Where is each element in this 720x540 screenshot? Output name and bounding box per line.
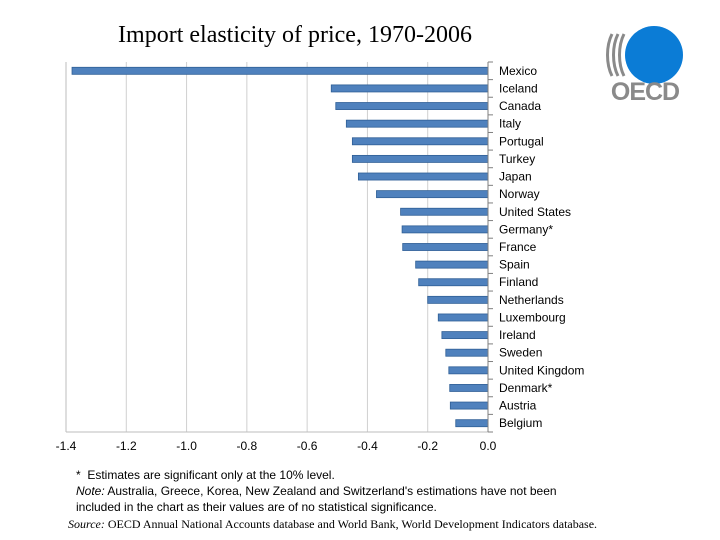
category-label: Japan [499,170,532,184]
bar [402,243,489,251]
bar [448,366,489,375]
bar [449,401,489,410]
bar [415,260,489,269]
category-label: Ireland [499,328,536,342]
bar [376,190,489,199]
category-label: Turkey [499,152,535,166]
chart-title: Import elasticity of price, 1970-2006 [118,22,472,48]
x-tick-label: -0.4 [357,439,378,453]
exclusion-note: Note: Australia, Greece, Korea, New Zeal… [76,483,596,515]
category-label: United Kingdom [499,363,584,377]
significance-note: * Estimates are significant only at the … [76,468,335,482]
category-label: Canada [499,99,541,113]
category-label: Mexico [499,64,537,78]
category-label: Spain [499,258,530,272]
x-tick-label: 0.0 [480,439,497,453]
bar [357,172,489,181]
x-tick-label: -0.6 [297,439,318,453]
category-label: Italy [499,117,521,131]
bar [345,119,489,128]
category-label: Sweden [499,346,542,360]
note-label: Note: [76,484,105,498]
bar [445,348,489,357]
bar [401,225,489,234]
category-label: Finland [499,275,538,289]
oecd-logo-text: OECD [610,78,680,106]
bar [400,207,489,216]
category-label: Portugal [499,134,544,148]
bar [427,295,489,304]
category-label: Austria [499,399,537,413]
category-label: Belgium [499,416,542,430]
x-tick-label: -0.2 [417,439,438,453]
oecd-logo-icon [606,26,683,84]
source-text: OECD Annual National Accounts database a… [104,517,598,531]
bar [418,278,489,287]
category-label: Germany* [499,222,553,236]
bar [455,419,489,428]
bar [441,331,489,340]
x-tick-label: -0.8 [237,439,258,453]
chart-notes: * Estimates are significant only at the … [76,467,596,515]
category-label: Norway [499,187,540,201]
bar [71,66,489,75]
x-tick-label: -1.4 [56,439,77,453]
bar [351,154,489,163]
bar [437,313,489,322]
source-label: Source: [68,517,105,531]
bar [351,137,489,146]
category-label: United States [499,205,571,219]
category-label: Iceland [499,81,538,95]
category-label: Netherlands [499,293,564,307]
bar [330,84,489,93]
note-text: Australia, Greece, Korea, New Zealand an… [76,484,557,514]
bar [449,384,489,392]
category-label: Denmark* [499,381,553,395]
category-label: France [499,240,537,254]
x-tick-label: -1.2 [116,439,137,453]
source-note: Source: OECD Annual National Accounts da… [68,517,708,532]
bar [335,102,489,110]
category-label: Luxembourg [499,310,566,324]
x-tick-label: -1.0 [176,439,197,453]
